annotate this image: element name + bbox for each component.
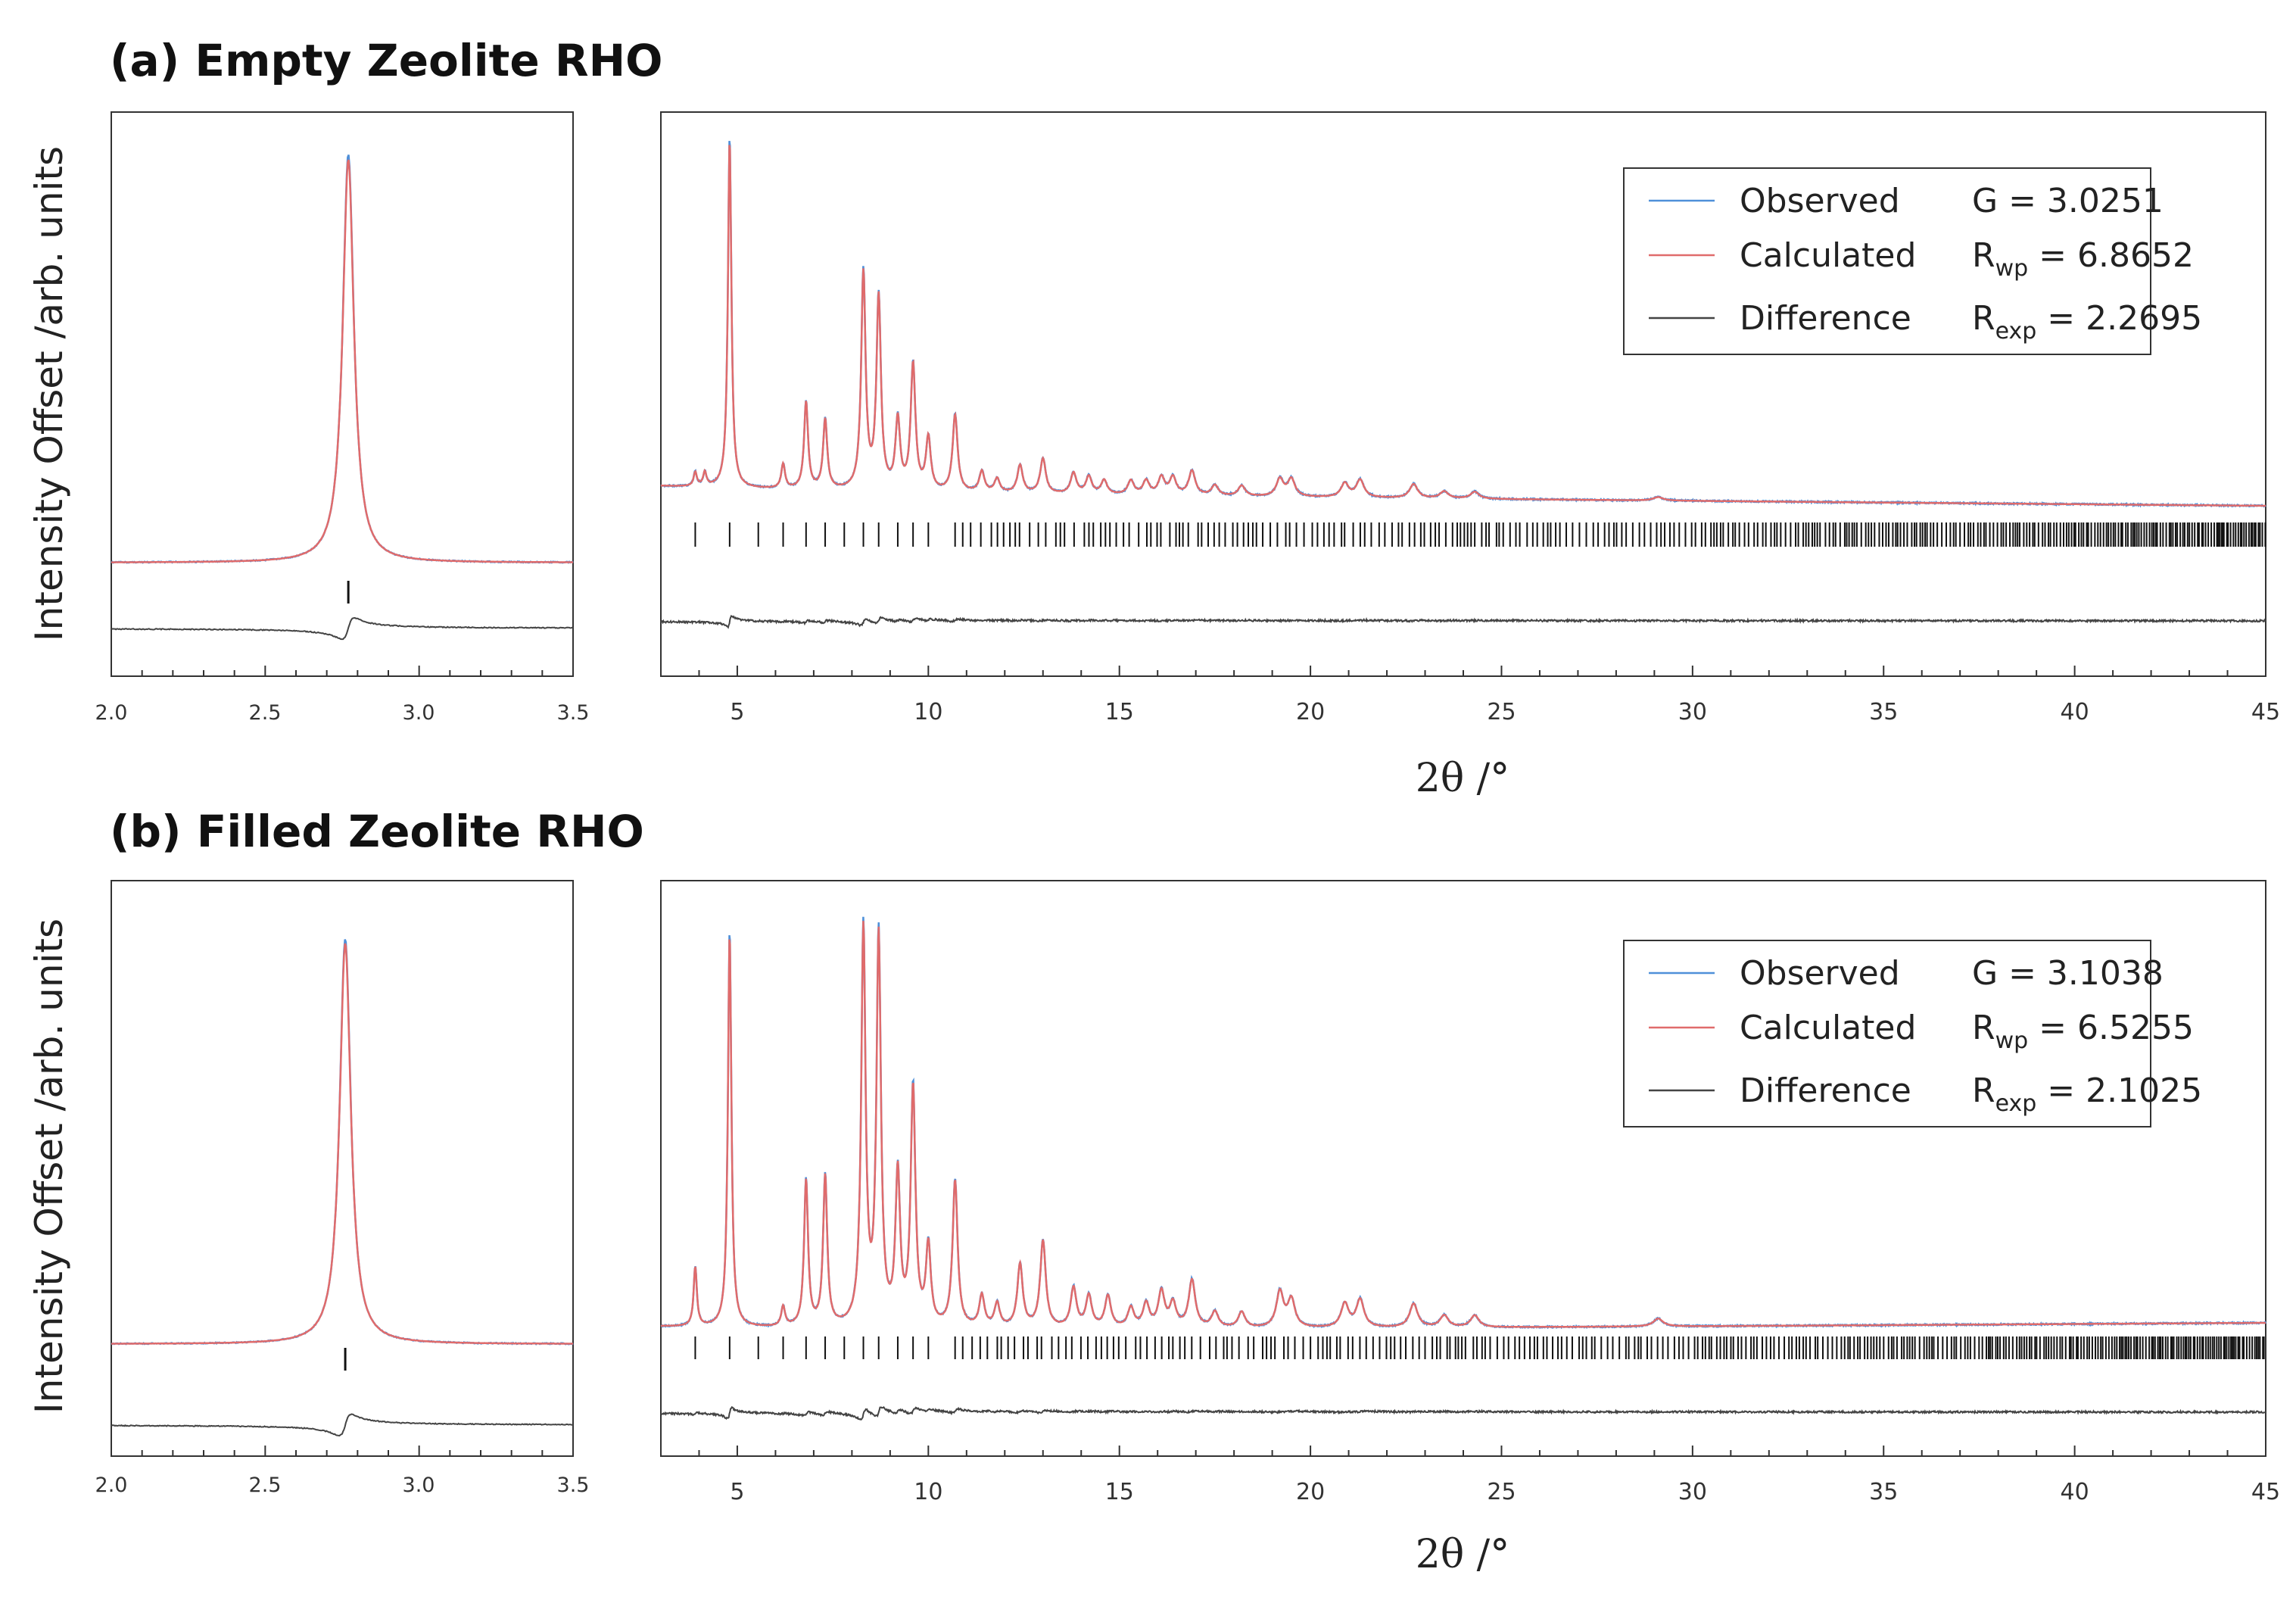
panel-b-inset-tick-2: 3.0 <box>403 1474 435 1497</box>
a-main-tick-label-1: 10 <box>914 699 942 725</box>
panel-b-stat-g: G = 3.1038 <box>1972 954 2164 993</box>
b-inset-calculated-line <box>111 943 573 1345</box>
panel-b-inset-plot <box>111 939 574 1437</box>
a-inset-difference-line <box>111 616 574 641</box>
panel-b-stat-rwp-r: R <box>1972 1009 1995 1047</box>
panel-b-legend: Observed G = 3.1038 Calculated Rwp = 6.5… <box>1623 940 2202 1127</box>
panel-a-legend-calculated: Calculated <box>1740 236 1916 275</box>
b-main-tick-label-8: 45 <box>2251 1479 2280 1505</box>
panel-b-stat-rwp: Rwp = 6.5255 <box>1972 1009 2194 1054</box>
a-main-tick-label-8: 45 <box>2251 699 2280 725</box>
panel-a-stat-rexp-value: = 2.2695 <box>2036 299 2202 338</box>
a-main-tick-label-0: 5 <box>730 699 744 725</box>
panel-b-stat-rwp-sub: wp <box>1995 1028 2029 1054</box>
b-main-tick-label-2: 15 <box>1105 1479 1134 1505</box>
panel-a-legend: Observed G = 3.0251 Calculated Rwp = 6.8… <box>1623 167 2202 355</box>
a-inset-calculated-line <box>111 159 573 563</box>
a-main-tick-label-5: 30 <box>1678 699 1707 725</box>
a-main-calculated-line <box>661 145 2266 507</box>
panel-a-inset-xaxis <box>111 666 574 676</box>
b-inset-difference-line <box>111 1413 573 1437</box>
panel-b-legend-box <box>1623 940 2151 1127</box>
b-main-tick-label-7: 40 <box>2061 1479 2089 1505</box>
panel-b-legend-difference: Difference <box>1740 1071 1911 1110</box>
panel-a-legend-observed: Observed <box>1740 182 1900 220</box>
panel-a-main-ticklabels: 5 10 15 20 25 30 35 40 45 <box>730 699 2280 725</box>
panel-a-stat-g: G = 3.0251 <box>1972 182 2164 220</box>
panel-a-title: (a) Empty Zeolite RHO <box>110 35 662 86</box>
panel-b-title: (b) Filled Zeolite RHO <box>110 806 644 857</box>
b-main-tick-label-0: 5 <box>730 1479 744 1505</box>
panel-a-stat-rwp-sub: wp <box>1995 255 2029 282</box>
panel-a-legend-box <box>1623 167 2151 355</box>
panel-a-stat-rwp-r: R <box>1972 236 1995 275</box>
panel-a-inset-tick-0: 2.0 <box>95 701 128 725</box>
b-main-difference-line <box>660 1406 2266 1421</box>
panel-a-stat-rwp-value: = 6.8652 <box>2028 236 2194 275</box>
panel-a-inset-plot <box>111 154 574 641</box>
panel-b-legend-observed: Observed <box>1740 954 1900 993</box>
b-main-tick-label-1: 10 <box>914 1479 942 1505</box>
b-main-calculated-line <box>661 921 2266 1328</box>
panel-a-xlabel: 2θ /° <box>1416 756 1509 801</box>
panel-b-xlabel: 2θ /° <box>1416 1532 1509 1577</box>
panel-b-inset-frame <box>111 880 574 1457</box>
panel-a-stat-rexp: Rexp = 2.2695 <box>1972 299 2202 345</box>
panel-b-stat-rexp-value: = 2.1025 <box>2036 1071 2202 1110</box>
b-main-tick-label-5: 30 <box>1678 1479 1707 1505</box>
panel-b-main-plot <box>660 916 2267 1421</box>
panel-a-stat-rexp-sub: exp <box>1995 318 2037 345</box>
a-main-tick-label-6: 35 <box>1869 699 1898 725</box>
panel-a: (a) Empty Zeolite RHO Intensity Offset /… <box>27 35 2280 801</box>
panel-b-stat-rexp-r: R <box>1972 1071 1995 1110</box>
a-main-tick-label-4: 25 <box>1487 699 1516 725</box>
panel-b-inset-xaxis <box>111 1446 574 1456</box>
panel-a-inset-tick-1: 2.5 <box>249 701 282 725</box>
panel-a-inset-frame <box>111 111 574 677</box>
a-main-tick-label-2: 15 <box>1105 699 1134 725</box>
b-main-tick-label-3: 20 <box>1296 1479 1325 1505</box>
panel-a-main-plot <box>660 141 2266 629</box>
a-main-tick-label-7: 40 <box>2061 699 2089 725</box>
panel-b-stat-rwp-value: = 6.5255 <box>2028 1009 2194 1047</box>
panel-a-legend-difference: Difference <box>1740 299 1911 338</box>
panel-b-main-ticklabels: 5 10 15 20 25 30 35 40 45 <box>730 1479 2280 1505</box>
panel-b-inset-tick-3: 3.5 <box>557 1474 590 1497</box>
panel-a-stat-rwp: Rwp = 6.8652 <box>1972 236 2194 282</box>
a-main-difference-line <box>660 614 2266 629</box>
panel-b-ylabel: Intensity Offset /arb. units <box>27 919 71 1414</box>
panel-a-inset-tick-2: 3.0 <box>403 701 435 725</box>
b-main-tick-label-6: 35 <box>1869 1479 1898 1505</box>
panel-a-stat-rexp-r: R <box>1972 299 1995 338</box>
panel-b-stat-rexp-sub: exp <box>1995 1090 2037 1117</box>
panel-a-inset-tick-3: 3.5 <box>557 701 590 725</box>
a-main-tick-label-3: 20 <box>1296 699 1325 725</box>
panel-b-inset-tick-1: 2.5 <box>249 1474 282 1497</box>
panel-b-main-xaxis <box>660 1446 2266 1456</box>
panel-b-inset-tick-0: 2.0 <box>95 1474 128 1497</box>
panel-b: (b) Filled Zeolite RHO Intensity Offset … <box>27 806 2280 1577</box>
panel-b-legend-calculated: Calculated <box>1740 1009 1916 1047</box>
panel-b-stat-rexp: Rexp = 2.1025 <box>1972 1071 2202 1117</box>
b-main-tick-label-4: 25 <box>1487 1479 1516 1505</box>
panel-a-ylabel: Intensity Offset /arb. units <box>27 146 71 641</box>
panel-a-main-xaxis <box>660 666 2266 676</box>
